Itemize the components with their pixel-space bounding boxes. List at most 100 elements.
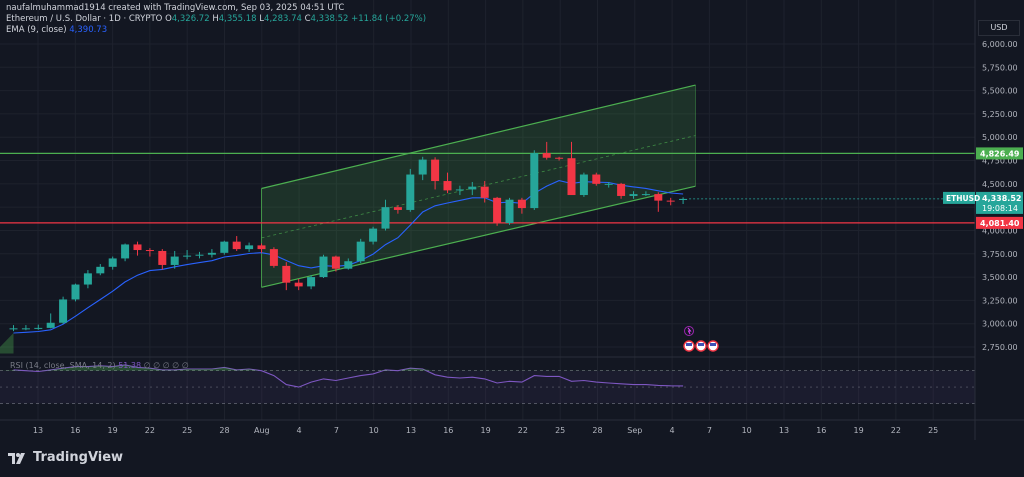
time-tick-label: 7	[334, 426, 339, 435]
channel-lower-line	[261, 185, 696, 288]
support-price-label: 4,081.40	[980, 219, 1020, 228]
currency-button[interactable]: USD	[978, 20, 1020, 36]
price-tick-label: 2,750.00	[982, 343, 1018, 352]
time-tick-label: 10	[369, 426, 379, 435]
symbol-tag-label: ETHUSD	[946, 194, 980, 203]
time-tick-label: Sep	[627, 426, 642, 435]
price-tick-label: 3,500.00	[982, 273, 1018, 282]
resistance-price-label: 4,826.49	[980, 149, 1020, 158]
candles	[9, 141, 688, 332]
rsi-extra-values: ∅ ∅ ∅ ∅ ∅	[143, 361, 189, 370]
channel-mid-line	[261, 135, 696, 239]
flag-canton	[686, 343, 692, 346]
time-tick-label: 13	[406, 426, 416, 435]
countdown-label: 19:08:14	[982, 204, 1018, 213]
candle-body	[443, 181, 452, 191]
rsi-label: RSI (14, close, SMA, 14, 2)	[10, 361, 116, 370]
candle-body	[207, 252, 216, 255]
candle-body	[517, 199, 526, 209]
price-tick-label: 5,500.00	[982, 87, 1018, 96]
event-markers[interactable]	[683, 326, 719, 352]
time-tick-label: 19	[481, 426, 491, 435]
candle-body	[393, 207, 402, 210]
candle-body	[431, 159, 440, 182]
time-tick-label: 16	[70, 426, 80, 435]
chart-header: naufalmuhammad1914 created with TradingV…	[6, 3, 426, 36]
candle-body	[21, 328, 30, 330]
price-tick-label: 3,750.00	[982, 250, 1018, 259]
candle-body	[158, 250, 167, 265]
candle-body	[418, 159, 427, 175]
candle-body	[567, 158, 576, 196]
ohlc-close: 4,338.52	[310, 14, 349, 24]
flag-canton	[698, 343, 704, 346]
time-tick-label: 16	[816, 426, 826, 435]
support-price-label-bg	[976, 216, 1023, 229]
price-tick-label: 5,000.00	[982, 133, 1018, 142]
candle-body	[679, 198, 688, 201]
price-tick-label: 4,750.00	[982, 157, 1018, 166]
time-tick-label: 28	[219, 426, 229, 435]
rsi-overbought-fill	[0, 364, 684, 371]
candle-body	[269, 249, 278, 266]
price-tick-label: 5,750.00	[982, 63, 1018, 72]
candle-body	[555, 157, 564, 159]
candle-body	[654, 194, 663, 201]
candle-body	[9, 328, 18, 330]
candle-body	[468, 186, 477, 190]
candle-body	[83, 273, 92, 285]
ema-legend[interactable]: EMA (9, close) 4,390.73	[6, 25, 426, 36]
ascending-channel[interactable]	[0, 84, 696, 354]
candle-body	[232, 241, 241, 250]
candle-body	[46, 322, 55, 328]
time-tick-label: 28	[592, 426, 602, 435]
channel-upper-line	[261, 84, 696, 190]
candle-body	[319, 256, 328, 278]
candle-body	[59, 299, 68, 323]
ema-label: EMA (9, close)	[6, 25, 67, 35]
time-tick-label: 7	[707, 426, 712, 435]
candle-body	[592, 174, 601, 184]
candle-body	[641, 194, 650, 196]
brand-name: TradingView	[33, 450, 124, 465]
candle-body	[579, 174, 588, 196]
symbol-tag-bg	[943, 191, 975, 204]
time-tick-label: 4	[670, 426, 675, 435]
symbol-legend[interactable]: Ethereum / U.S. Dollar · 1D · CRYPTO O4,…	[6, 14, 426, 25]
ohlc-close-label: C	[304, 14, 311, 24]
price-tick-label: 3,000.00	[982, 320, 1018, 329]
candle-body	[356, 241, 365, 262]
time-tick-label: 19	[108, 426, 118, 435]
time-tick-label: 25	[928, 426, 938, 435]
price-tick-label: 4,500.00	[982, 180, 1018, 189]
candle-body	[195, 254, 204, 256]
resistance-price-label-bg	[976, 147, 1023, 160]
horizontal-levels[interactable]	[0, 152, 975, 224]
candle-body	[220, 241, 229, 253]
ohlc-high: 4,355.18	[218, 14, 257, 24]
candle-body	[369, 228, 378, 242]
rsi-pane: 75.0050.0025.00	[0, 356, 1005, 413]
candle-body	[71, 284, 80, 300]
price-axis[interactable]: 6,000.00 5,750.00 5,500.00 5,250.00 5,000.00…	[689, 0, 1024, 440]
tradingview-logo[interactable]: TradingView	[8, 450, 123, 465]
candle-body	[493, 197, 502, 224]
ohlc-open-label: O	[165, 14, 172, 24]
rsi-line	[13, 364, 684, 388]
last-price-label: 4,338.52	[982, 194, 1021, 203]
ema-fill-lead	[0, 333, 14, 354]
candle-body	[133, 244, 142, 251]
time-tick-label: 25	[182, 426, 192, 435]
price-tick-label: 5,250.00	[982, 110, 1018, 119]
ohlc-change: +11.84 (+0.27%)	[351, 14, 427, 24]
candle-body	[294, 282, 303, 287]
time-tick-label: 25	[555, 426, 565, 435]
rsi-legend[interactable]: RSI (14, close, SMA, 14, 2) 51.38 ∅ ∅ ∅ …	[10, 361, 189, 370]
flag-canton	[710, 343, 716, 346]
candle-body	[170, 256, 179, 265]
time-axis[interactable]: 13 16 19 22 25 28 Aug 4 7 10 13 16 19 22 25 28 Sep 4 7 10 13…	[0, 419, 1024, 435]
time-tick-label: 22	[145, 426, 155, 435]
candle-body	[331, 256, 340, 269]
